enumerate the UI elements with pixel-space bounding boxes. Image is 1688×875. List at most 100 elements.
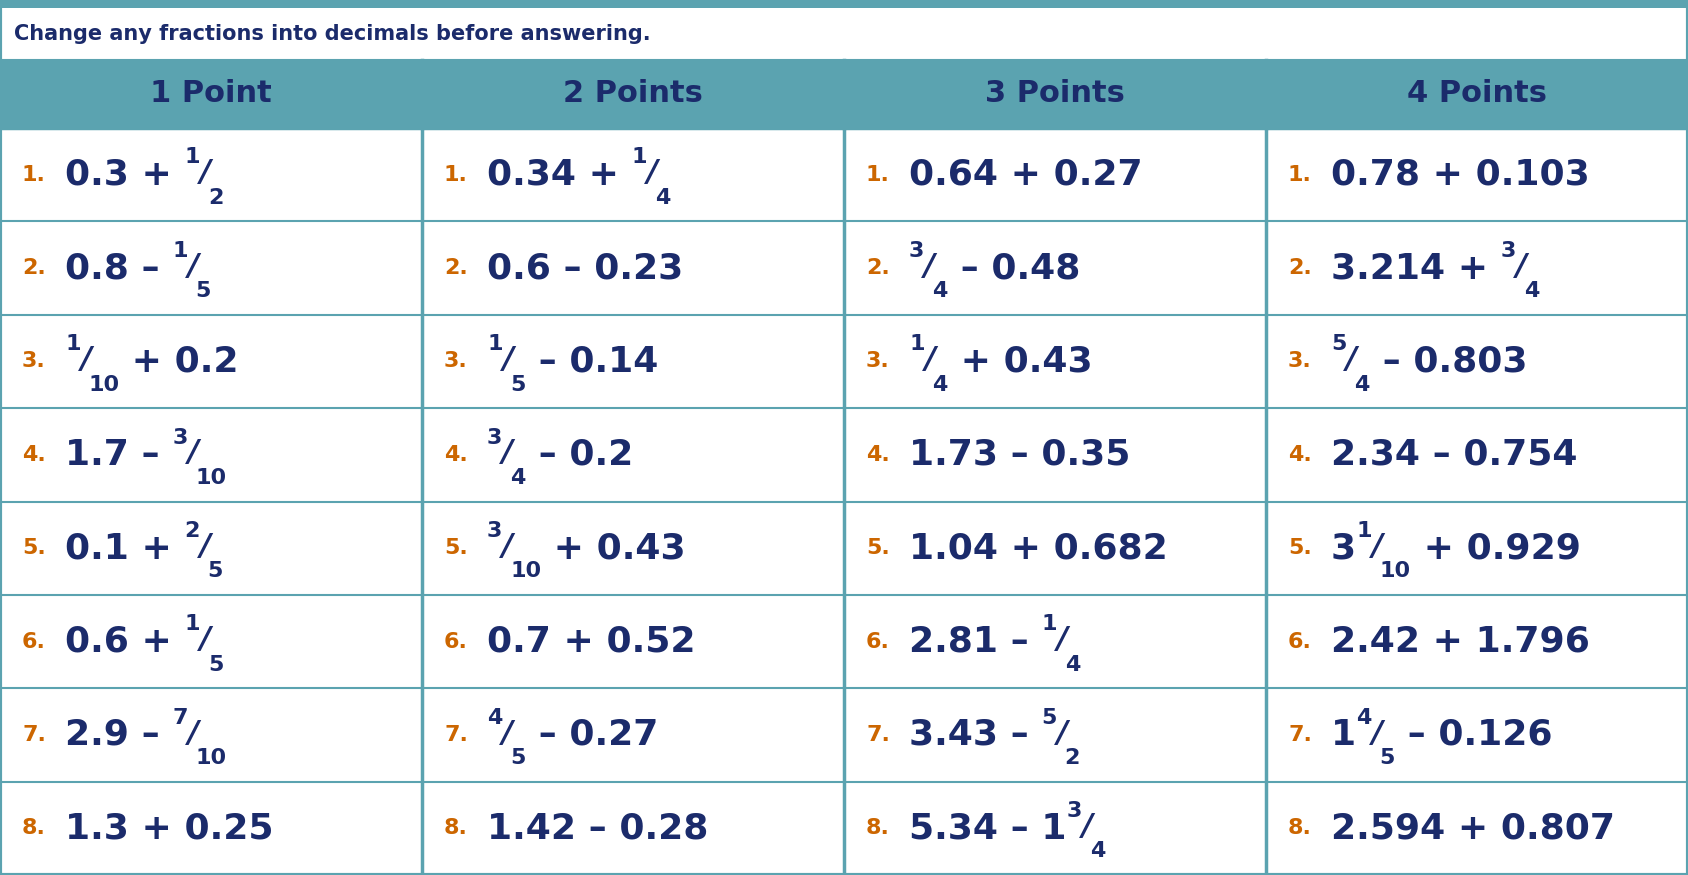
Text: 3.43 –: 3.43 – [910, 718, 1041, 752]
Text: – 0.48: – 0.48 [947, 251, 1080, 285]
Bar [0, 60, 422, 128]
Text: 5: 5 [208, 654, 223, 675]
Text: 1.3 + 0.25: 1.3 + 0.25 [66, 811, 273, 845]
Text: 4.: 4. [866, 444, 890, 465]
Text: 3.: 3. [866, 352, 890, 371]
Text: /: / [503, 438, 513, 467]
Text: 5: 5 [1379, 748, 1394, 768]
Text: – 0.803: – 0.803 [1369, 345, 1528, 378]
Text: 7.: 7. [866, 724, 890, 745]
Text: 5.: 5. [22, 538, 46, 558]
Bar [844, 60, 1266, 128]
Text: /: / [199, 626, 211, 654]
Text: 0.3 +: 0.3 + [66, 158, 184, 192]
Text: 1: 1 [184, 148, 199, 167]
Text: /: / [503, 345, 513, 374]
Text: 3.214 +: 3.214 + [1332, 251, 1501, 285]
Text: 5: 5 [208, 561, 223, 581]
Bar [0, 0, 1688, 8]
Text: 1: 1 [1332, 718, 1355, 752]
Text: /: / [187, 438, 199, 467]
Text: + 0.2: + 0.2 [120, 345, 240, 378]
Text: 1: 1 [631, 148, 647, 167]
Text: 4.: 4. [22, 444, 46, 465]
Text: /: / [647, 158, 658, 187]
Text: /: / [925, 252, 935, 281]
Text: Change any fractions into decimals before answering.: Change any fractions into decimals befor… [14, 24, 650, 44]
Text: 2: 2 [1065, 748, 1080, 768]
Text: 0.78 + 0.103: 0.78 + 0.103 [1332, 158, 1590, 192]
Text: /: / [1082, 812, 1094, 841]
Text: 10: 10 [196, 468, 226, 488]
Text: 3: 3 [488, 428, 503, 448]
Text: /: / [1057, 626, 1069, 654]
Text: 3: 3 [488, 521, 503, 541]
Bar [1266, 60, 1688, 128]
Text: 4: 4 [932, 281, 947, 301]
Bar [0, 501, 1688, 595]
Text: 5: 5 [1041, 708, 1057, 728]
Text: 1: 1 [172, 241, 187, 261]
Text: /: / [1057, 718, 1069, 747]
Text: 7: 7 [172, 708, 187, 728]
Text: /: / [187, 718, 199, 747]
Text: /: / [925, 345, 935, 374]
Text: 1: 1 [488, 334, 503, 354]
Text: 0.7 + 0.52: 0.7 + 0.52 [488, 625, 695, 659]
Text: – 0.27: – 0.27 [525, 718, 658, 752]
Text: 2: 2 [184, 521, 199, 541]
Text: 1.: 1. [22, 164, 46, 185]
Text: 4: 4 [510, 468, 525, 488]
Text: 2.: 2. [866, 258, 890, 278]
Text: 4: 4 [488, 708, 503, 728]
Text: 0.6 +: 0.6 + [66, 625, 184, 659]
Text: 8.: 8. [1288, 818, 1312, 838]
Text: 1.7 –: 1.7 – [66, 438, 172, 472]
Text: 1.: 1. [444, 164, 468, 185]
Bar [0, 595, 1688, 689]
Text: 5: 5 [1332, 334, 1347, 354]
Text: /: / [1372, 532, 1382, 561]
Text: 2.: 2. [22, 258, 46, 278]
Text: 5: 5 [510, 374, 525, 395]
Text: – 0.14: – 0.14 [525, 345, 658, 378]
Text: /: / [1516, 252, 1528, 281]
Text: 1.: 1. [866, 164, 890, 185]
Text: 1.73 – 0.35: 1.73 – 0.35 [910, 438, 1131, 472]
Text: 5.34 – 1: 5.34 – 1 [910, 811, 1067, 845]
Text: 4: 4 [1090, 842, 1106, 861]
Text: /: / [187, 252, 199, 281]
Text: 2.594 + 0.807: 2.594 + 0.807 [1332, 811, 1615, 845]
Text: + 0.929: + 0.929 [1411, 531, 1580, 565]
Text: 7.: 7. [22, 724, 46, 745]
Text: 3: 3 [1332, 531, 1355, 565]
Text: 2.9 –: 2.9 – [66, 718, 172, 752]
Text: 4: 4 [655, 188, 670, 207]
Text: 3: 3 [1067, 802, 1082, 821]
Text: 0.34 +: 0.34 + [488, 158, 631, 192]
Text: /: / [1372, 718, 1382, 747]
Text: 4: 4 [1355, 708, 1372, 728]
Text: 3.: 3. [22, 352, 46, 371]
Text: 1: 1 [184, 614, 199, 634]
Text: 1.42 – 0.28: 1.42 – 0.28 [488, 811, 709, 845]
Text: /: / [503, 532, 513, 561]
Text: 6.: 6. [1288, 632, 1312, 652]
Text: 2 Points: 2 Points [564, 80, 702, 108]
Text: 3: 3 [1501, 241, 1516, 261]
Text: 7.: 7. [1288, 724, 1312, 745]
Text: 8.: 8. [866, 818, 890, 838]
Bar [0, 689, 1688, 781]
Text: 1.04 + 0.682: 1.04 + 0.682 [910, 531, 1168, 565]
Text: 0.6 – 0.23: 0.6 – 0.23 [488, 251, 684, 285]
Text: 5.: 5. [444, 538, 468, 558]
Text: 5.: 5. [866, 538, 890, 558]
Bar [0, 8, 1688, 60]
Text: 5: 5 [196, 281, 211, 301]
Text: 7.: 7. [444, 724, 468, 745]
Text: 3.: 3. [1288, 352, 1312, 371]
Bar [0, 221, 1688, 315]
Text: 6.: 6. [22, 632, 46, 652]
Text: 2.42 + 1.796: 2.42 + 1.796 [1332, 625, 1590, 659]
Text: 1: 1 [1041, 614, 1057, 634]
